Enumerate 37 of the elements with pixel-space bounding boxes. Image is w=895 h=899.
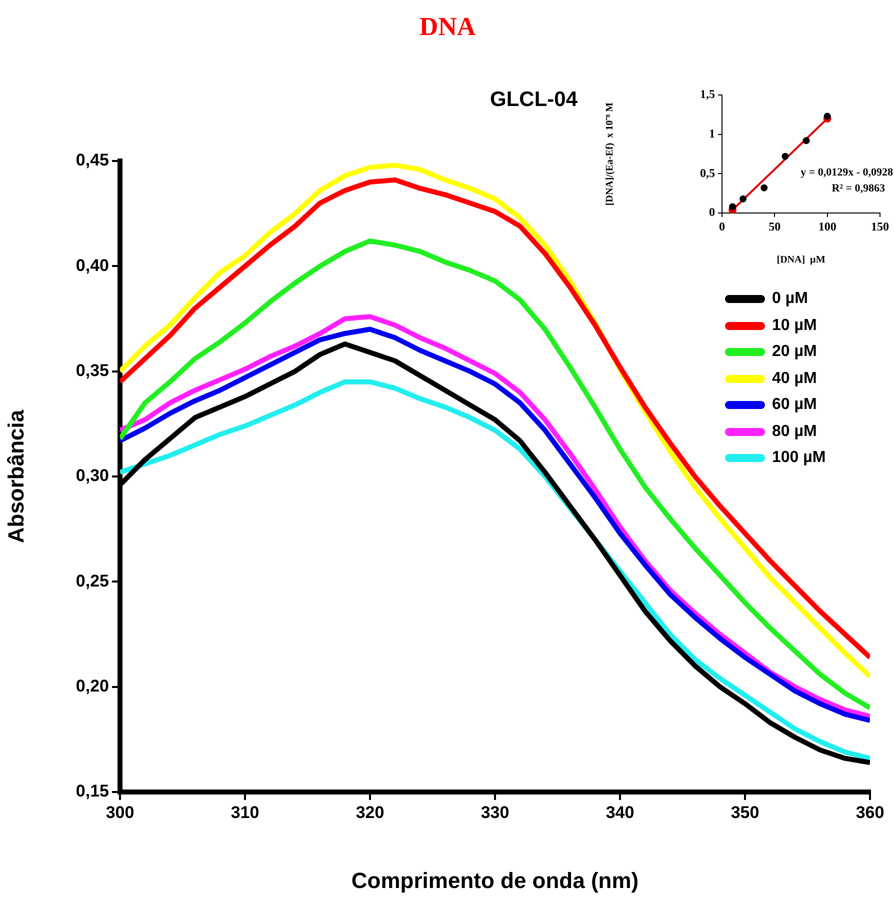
y-axis-title: Absorbância — [3, 409, 28, 544]
y-tick-label: 0 — [709, 205, 715, 220]
y-tick-label: 0,30 — [76, 466, 109, 486]
legend-label: 40 µM — [772, 370, 817, 388]
x-tick-label: 360 — [856, 802, 884, 822]
y-tick-label: 0,15 — [76, 782, 109, 801]
y-tick-label: 0,20 — [76, 676, 109, 696]
y-tick-label: 0,40 — [76, 256, 109, 275]
x-tick-label: 310 — [230, 802, 260, 822]
legend-label: 0 µM — [772, 290, 808, 308]
chart-title: DNA — [418, 12, 477, 42]
x-tick-label: 100 — [818, 219, 836, 234]
annotation: R² = 0,9863 — [832, 182, 886, 195]
x-tick-label: 150 — [871, 219, 889, 234]
x-tick-label: 330 — [480, 802, 510, 822]
legend-label: 10 µM — [772, 316, 817, 335]
legend-label: 80 µM — [772, 422, 817, 441]
x-tick-label: 50 — [768, 219, 781, 234]
x-tick-label: 0 — [719, 219, 725, 234]
chart-subtitle: GLCL-04 — [490, 88, 578, 112]
annotation: y = 0,0129x - 0,0928 — [800, 166, 894, 179]
y-tick-label: 0,25 — [76, 571, 109, 590]
y-axis-title: [DNA]/(Ea-Ef) x 10⁻⁸ M — [604, 102, 616, 206]
x-axis-title: [DNA] µM — [776, 254, 826, 266]
legend-label: 60 µM — [772, 396, 817, 414]
y-tick-label: 1 — [709, 126, 715, 140]
x-tick-label: 340 — [606, 802, 634, 822]
x-tick-label: 300 — [106, 802, 134, 822]
x-axis-title: Comprimento de onda (nm) — [351, 868, 639, 893]
y-tick-label: 0,45 — [76, 150, 109, 170]
legend-label: 20 µM — [772, 343, 817, 362]
x-tick-label: 320 — [356, 802, 384, 822]
y-tick-label: 0,5 — [700, 166, 715, 180]
y-tick-label: 1,5 — [700, 87, 715, 102]
y-tick-label: 0,35 — [76, 361, 109, 380]
x-tick-label: 350 — [730, 802, 760, 822]
legend-label: 100 µM — [772, 449, 826, 468]
